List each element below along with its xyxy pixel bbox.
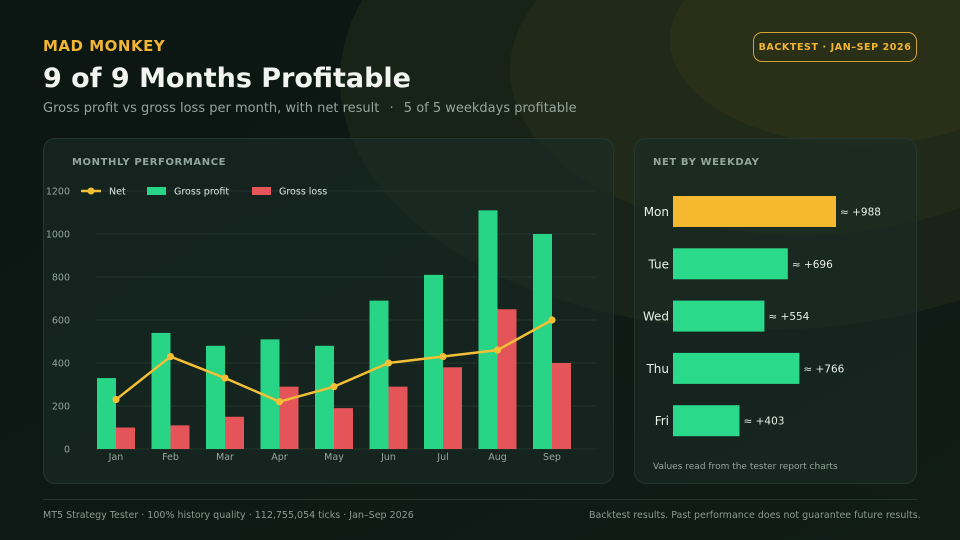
subtitle-separator: ·	[389, 101, 394, 116]
weekday-value-label: ≈ +554	[768, 311, 809, 323]
x-tick-label: Jan	[108, 452, 124, 463]
legend-loss-swatch	[252, 187, 271, 195]
y-tick-label: 800	[52, 273, 70, 284]
legend-profit-swatch	[147, 187, 166, 195]
brand-name: MAD MONKEY	[43, 37, 166, 55]
gross-loss-bar	[443, 367, 462, 449]
gross-profit-bar	[424, 274, 443, 449]
gross-profit-bar	[315, 345, 334, 449]
weekday-net-chart: Mon ≈ +988 Tue ≈ +696 Wed ≈ +554 Thu ≈ +766 Fri ≈…	[643, 196, 881, 437]
weekday-note: Values read from the tester report chart…	[653, 462, 838, 472]
weekday-label: Tue	[648, 257, 670, 271]
y-tick-label: 1000	[46, 230, 70, 241]
gross-profit-bar	[369, 300, 389, 449]
monthly-performance-chart: 0 200 400 600 800 1000 1200 Jan Feb Mar Apr May Jun J…	[46, 187, 596, 463]
weekday-value-label: ≈ +988	[840, 207, 881, 219]
weekday-label: Fri	[655, 414, 669, 428]
footer-source: MT5 Strategy Tester · 100% history quali…	[43, 510, 414, 521]
gross-profit-bar	[206, 345, 225, 449]
x-tick-label: Sep	[543, 452, 561, 463]
gross-profit-bar	[260, 339, 280, 449]
y-tick-label: 200	[52, 402, 70, 413]
gross-loss-bar	[170, 425, 190, 449]
y-tick-label: 400	[52, 359, 70, 370]
net-point	[493, 346, 502, 354]
weekday-bar	[673, 196, 836, 227]
gross-profit-bar	[533, 234, 552, 449]
gross-loss-bar	[388, 386, 408, 449]
net-point	[384, 359, 393, 367]
legend-net-label: Net	[109, 187, 126, 198]
x-tick-label: Jul	[436, 452, 448, 463]
weekday-bar	[673, 248, 788, 280]
gross-loss-bar	[225, 416, 244, 449]
net-point	[112, 395, 120, 404]
weekday-panel: Mon ≈ +988 Tue ≈ +696 Wed ≈ +554 Thu ≈ +766 Fri ≈…	[634, 138, 917, 484]
weekday-label: Thu	[645, 362, 669, 376]
y-tick-label: 1200	[46, 187, 70, 198]
net-point	[330, 383, 338, 391]
weekday-value-label: ≈ +696	[792, 259, 833, 271]
legend-profit-label: Gross profit	[174, 187, 229, 198]
weekday-value-label: ≈ +766	[803, 363, 844, 375]
weekday-bar	[673, 352, 800, 384]
legend-net-marker	[87, 187, 95, 195]
weekday-label: Wed	[643, 310, 669, 324]
net-point	[166, 352, 175, 361]
gross-profit-bar	[151, 332, 171, 449]
x-tick-label: Apr	[271, 452, 288, 463]
monthly-panel-title: MONTHLY PERFORMANCE	[72, 157, 227, 168]
weekday-value-label: ≈ +403	[743, 416, 784, 428]
footer-divider	[43, 499, 917, 500]
weekday-label: Mon	[644, 205, 669, 219]
gross-profit-bar	[97, 378, 116, 449]
net-point	[275, 398, 284, 406]
gross-loss-bar	[497, 309, 517, 449]
x-tick-label: Mar	[216, 452, 234, 463]
page-title: 9 of 9 Months Profitable	[43, 63, 411, 94]
x-tick-label: Jun	[380, 452, 396, 463]
weekday-bar	[673, 405, 740, 437]
x-tick-label: Feb	[162, 452, 179, 463]
monthly-performance-panel: 0 200 400 600 800 1000 1200 Jan Feb Mar Apr May Jun J…	[43, 138, 614, 484]
weekday-bar	[673, 300, 765, 332]
y-tick-label: 600	[52, 316, 70, 327]
footer-disclaimer: Backtest results. Past performance does …	[589, 510, 921, 521]
gross-loss-bar	[334, 408, 353, 449]
subtitle-weekdays: 5 of 5 weekdays profitable	[403, 101, 577, 116]
weekday-panel-title: NET BY WEEKDAY	[653, 157, 760, 168]
legend-loss-label: Gross loss	[279, 187, 327, 198]
y-tick-label: 0	[64, 445, 70, 456]
gross-loss-bar	[116, 427, 135, 449]
x-tick-label: Aug	[488, 452, 507, 463]
net-point	[439, 352, 447, 361]
net-point	[221, 374, 229, 382]
subtitle-main: Gross profit vs gross loss per month, wi…	[43, 101, 380, 116]
x-tick-label: May	[324, 452, 344, 463]
backtest-badge: BACKTEST · JAN–SEP 2026	[753, 32, 917, 62]
gross-loss-bar	[279, 386, 299, 449]
gross-loss-bar	[552, 363, 571, 449]
page-subtitle: Gross profit vs gross loss per month, wi…	[43, 101, 577, 116]
net-point	[548, 316, 556, 324]
gross-profit-bar	[478, 210, 498, 449]
